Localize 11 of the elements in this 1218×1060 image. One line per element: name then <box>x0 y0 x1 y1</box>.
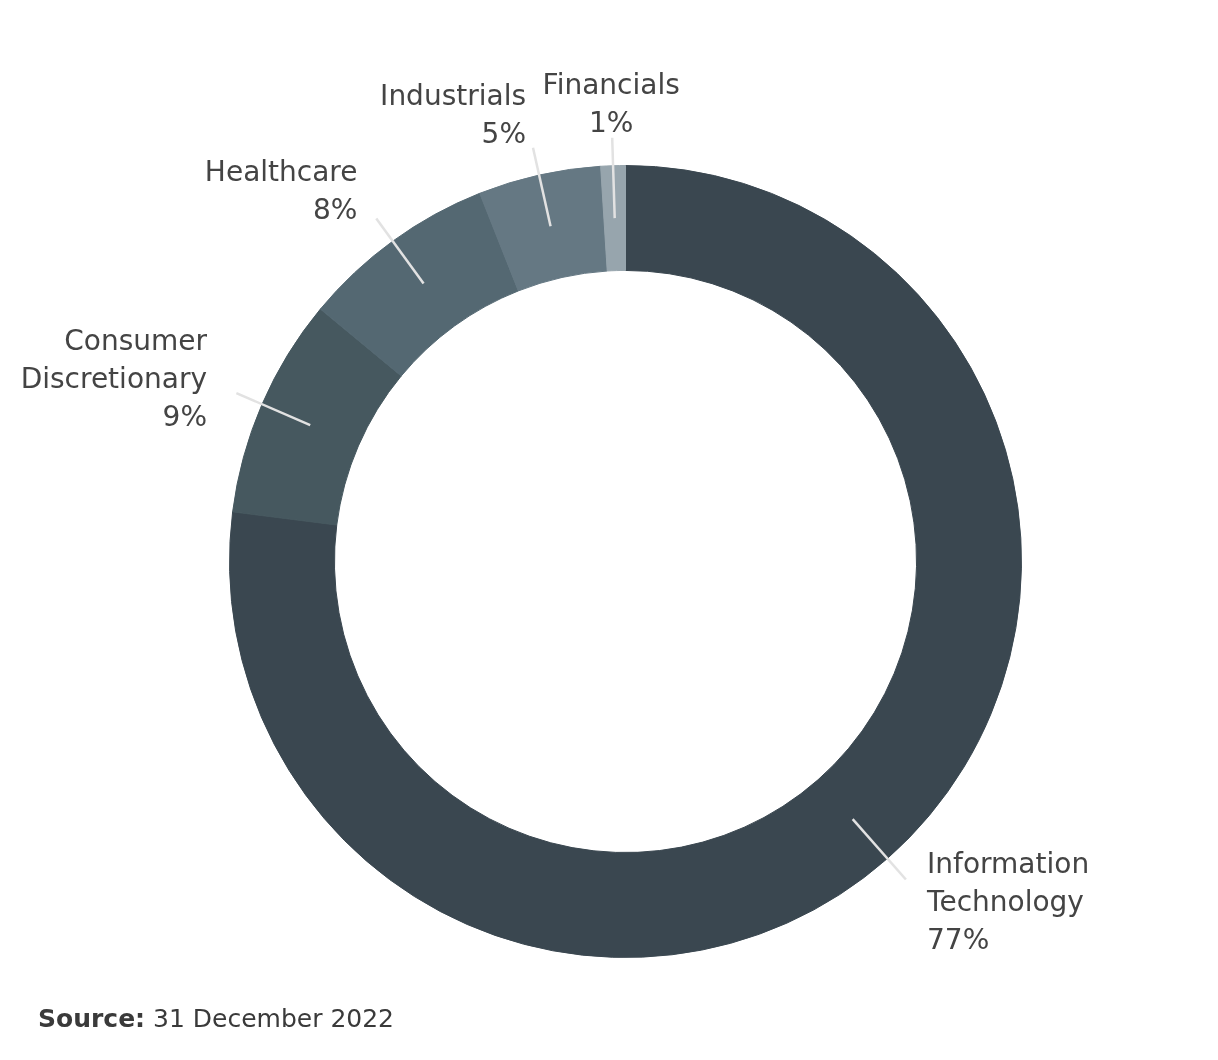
source-note: Source: 31 December 2022 <box>38 1004 395 1033</box>
data-label: 1% <box>588 106 634 140</box>
slice-label: Industrials <box>380 78 527 112</box>
slice-label: Consumer Discretionary <box>20 323 208 395</box>
data-label: 5% <box>481 116 527 150</box>
slice-label: Information Technology <box>926 846 1090 918</box>
data-label: 8% <box>313 192 358 226</box>
data-label: 9% <box>162 399 207 433</box>
data-label: 77% <box>927 922 990 956</box>
slice-label: Financials <box>542 68 680 102</box>
slice-label: Healthcare <box>204 154 358 188</box>
